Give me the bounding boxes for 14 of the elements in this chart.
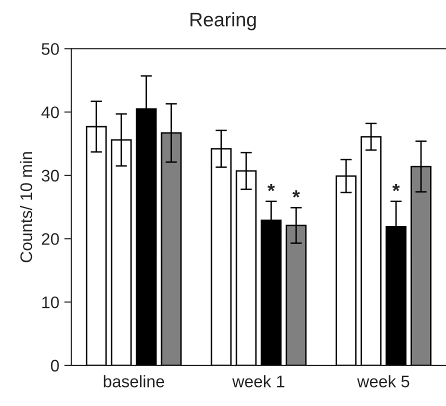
x-tick-label: week 1 [232,375,284,388]
y-tick-label: 40 [41,106,59,118]
x-tick-label: baseline [104,375,164,388]
chart-title: Rearing [190,12,256,30]
y-tick-label: 30 [42,170,59,182]
y-tick-label: 50 [42,43,59,55]
x-tick-label: week 5 [357,375,410,388]
y-axis-title: Counts/ 10 min [20,152,32,262]
y-tick-label: 10 [42,296,59,308]
annotation: * [267,184,275,192]
y-tick-label: 0 [50,360,59,372]
annotation: * [292,190,300,198]
annotation: * [392,184,400,192]
y-tick-label: 20 [42,233,59,245]
